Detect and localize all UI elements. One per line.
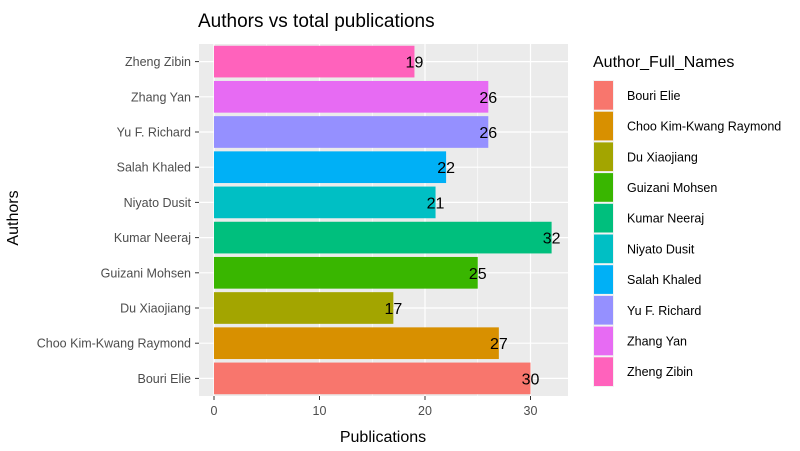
y-axis-ticks: Bouri Elie Choo Kim-Kwang Raymond Du Xiaoj… (37, 55, 199, 386)
y-tick-label: Bouri Elie (138, 372, 192, 386)
bar (214, 151, 447, 184)
bar-value-label: 25 (469, 266, 487, 283)
bar (214, 80, 489, 113)
y-tick-label: Niyato Dusit (124, 196, 192, 210)
bar-value-label: 26 (479, 90, 497, 107)
legend-label: Zhang Yan (627, 334, 687, 348)
legend-swatch (594, 203, 613, 233)
bar (214, 186, 436, 219)
x-tick-label: 30 (524, 404, 538, 418)
bar (214, 327, 499, 360)
legend-label: Du Xiaojiang (627, 150, 698, 164)
legend-label: Choo Kim-Kwang Raymond (627, 120, 781, 134)
legend-swatch (594, 142, 613, 172)
legend-label: Kumar Neeraj (627, 212, 704, 226)
legend-label: Zheng Zibin (627, 365, 693, 379)
y-tick-label: Guizani Mohsen (101, 266, 191, 280)
bar-value-label: 21 (427, 195, 445, 212)
bar (214, 256, 478, 289)
bar-value-label: 27 (490, 336, 508, 353)
legend: Author_Full_Names Bouri Elie Choo Kim-Kwa… (593, 54, 781, 387)
y-tick-label: Yu F. Richard (117, 126, 191, 140)
bar-value-label: 26 (479, 125, 497, 142)
legend-label: Niyato Dusit (627, 242, 695, 256)
legend-swatch (594, 326, 613, 356)
x-axis-title: Publications (340, 429, 426, 446)
y-axis-title: Authors (5, 190, 22, 245)
y-tick-label: Zheng Zibin (125, 55, 191, 69)
legend-swatch (594, 265, 613, 294)
bar (214, 116, 489, 148)
bar-value-label: 32 (543, 231, 561, 248)
chart-title: Authors vs total publications (198, 11, 435, 32)
y-tick-label: Du Xiaojiang (120, 302, 191, 316)
legend-swatch (594, 81, 613, 110)
x-tick-label: 10 (313, 404, 327, 418)
y-tick-label: Salah Khaled (117, 161, 191, 175)
x-axis-ticks: 0 10 20 30 (211, 396, 538, 418)
x-tick-label: 20 (418, 404, 432, 418)
bar-value-label: 19 (406, 55, 424, 72)
legend-label: Guizani Mohsen (627, 181, 717, 195)
legend-swatch (594, 173, 613, 202)
legend-label: Yu F. Richard (627, 304, 701, 318)
bar (214, 221, 552, 254)
legend-label: Bouri Elie (627, 89, 681, 103)
bar (214, 292, 394, 324)
x-tick-label: 0 (211, 404, 218, 418)
legend-swatch (594, 111, 613, 141)
y-tick-label: Choo Kim-Kwang Raymond (37, 337, 191, 351)
bar-value-label: 22 (437, 160, 455, 177)
bar-labels: 30 27 17 25 32 21 22 26 26 19 (384, 55, 560, 389)
bars (214, 45, 552, 395)
y-tick-label: Kumar Neeraj (114, 231, 191, 245)
y-tick-label: Zhang Yan (131, 90, 191, 104)
legend-swatch (594, 295, 613, 325)
bar (214, 362, 531, 395)
bar-value-label: 30 (522, 371, 540, 388)
legend-swatch (594, 234, 613, 264)
legend-label: Salah Khaled (627, 273, 701, 287)
bar (214, 45, 415, 78)
legend-title: Author_Full_Names (593, 54, 734, 71)
bar-value-label: 17 (384, 301, 402, 318)
legend-swatch (594, 357, 613, 386)
